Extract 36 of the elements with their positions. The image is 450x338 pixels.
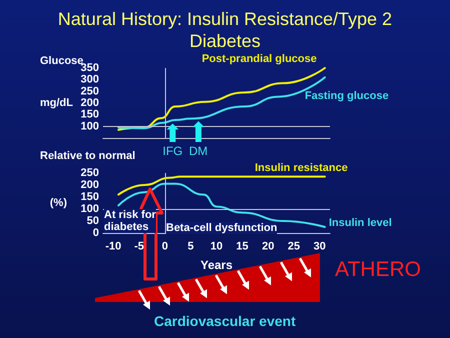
x-tick-label: -5 xyxy=(134,240,144,252)
chart-title: Natural History: Insulin Resistance/Type 2 Diabetes xyxy=(56,8,394,52)
x-tick-label: 15 xyxy=(236,240,248,252)
annotation: DM xyxy=(188,144,208,158)
series-label: Post-prandial glucose xyxy=(202,53,317,66)
x-tick-label: 20 xyxy=(262,240,274,252)
series-label: Insulin level xyxy=(328,217,392,230)
x-axis-title: Years xyxy=(200,258,233,272)
y-axis-title: (%) xyxy=(50,197,68,209)
x-tick-label: 5 xyxy=(188,240,194,252)
y-tick-label: 300 xyxy=(80,74,99,86)
text: ATHERO xyxy=(335,258,421,282)
y-tick-label: 350 xyxy=(80,62,99,74)
series-label: Fasting glucose xyxy=(304,90,389,102)
x-tick-label: -10 xyxy=(105,240,122,252)
y-tick-label: 150 xyxy=(80,108,99,121)
y-tick-label: 200 xyxy=(80,179,99,191)
y-tick-label: 0 xyxy=(92,227,99,239)
y-axis-title: mg/dL xyxy=(40,97,74,109)
text: Relative to normal xyxy=(40,150,136,162)
y-tick-label: 150 xyxy=(80,191,99,203)
x-tick-label: 10 xyxy=(210,240,223,252)
y-tick-label: 100 xyxy=(80,120,99,132)
y-tick-label: 100 xyxy=(80,203,99,215)
x-tick-label: 25 xyxy=(288,240,300,252)
text: Cardiovascular event xyxy=(154,313,296,330)
x-tick-label: 30 xyxy=(314,240,326,252)
y-tick-label: 50 xyxy=(86,215,99,227)
annotation: Beta-cell dysfunction xyxy=(166,222,278,234)
y-tick-label: 250 xyxy=(80,167,99,179)
y-tick-label: 200 xyxy=(80,97,99,109)
x-tick-label: 0 xyxy=(162,240,168,252)
y-tick-label: 250 xyxy=(80,85,99,98)
series-label: Insulin resistance xyxy=(254,162,348,174)
annotation: At risk for diabetes xyxy=(104,209,156,234)
annotation: IFG xyxy=(162,144,183,158)
